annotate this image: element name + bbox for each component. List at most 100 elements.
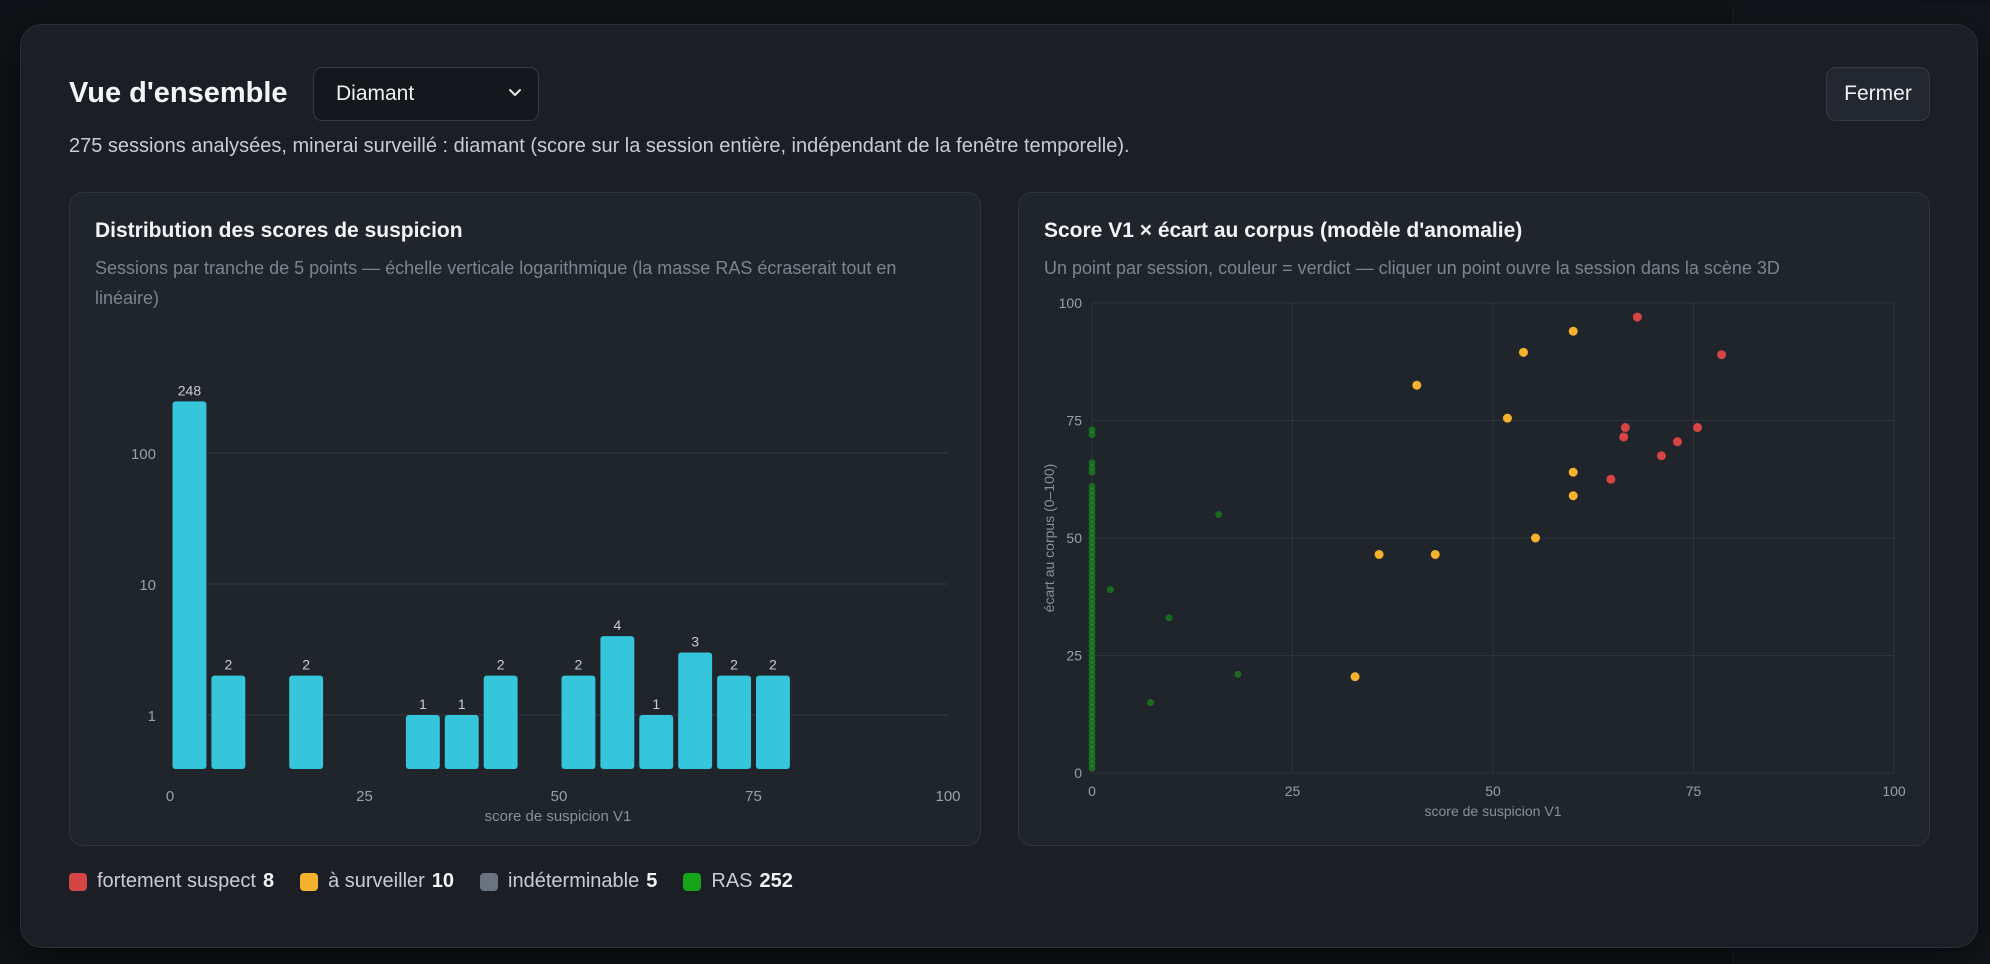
x-tick-label: 50 [551, 788, 568, 805]
scatter-point[interactable] [1374, 549, 1384, 559]
bar-value-label: 2 [497, 657, 505, 673]
histogram-title: Distribution des scores de suspicion [95, 219, 463, 242]
scatter-point[interactable] [1656, 451, 1666, 461]
legend-count: 8 [262, 870, 275, 892]
legend-count: 252 [759, 870, 793, 892]
scatter-point[interactable] [1620, 423, 1630, 433]
legend-swatch [69, 872, 87, 891]
x-tick-label: 75 [1686, 783, 1702, 799]
scatter-point[interactable] [1568, 491, 1578, 501]
close-button[interactable]: Fermer [1826, 67, 1930, 121]
histogram-bar[interactable] [678, 652, 713, 769]
bar-value-label: 2 [769, 657, 777, 673]
bar-value-label: 2 [730, 657, 738, 673]
histogram-bar[interactable] [717, 675, 751, 769]
legend-item: fortement suspect 8 [69, 870, 274, 893]
y-axis-label: écart au corpus (0–100) [1041, 464, 1057, 613]
histogram-bar[interactable] [600, 636, 635, 769]
legend-swatch [300, 872, 319, 891]
bar-value-label: 2 [302, 657, 310, 673]
histogram-bar[interactable] [211, 675, 246, 769]
y-tick-label: 50 [1066, 530, 1082, 546]
y-tick-label: 0 [1074, 765, 1082, 781]
bar-value-label: 1 [458, 696, 466, 712]
x-tick-label: 0 [166, 788, 174, 805]
legend-label: fortement suspect [97, 870, 256, 892]
scatter-point[interactable] [1350, 672, 1360, 682]
x-tick-label: 100 [935, 788, 960, 805]
x-axis-label: score de suspicion V1 [485, 808, 632, 825]
chevron-down-icon [509, 89, 521, 96]
histogram-bar[interactable] [483, 675, 518, 769]
scatter-point[interactable] [1147, 699, 1155, 706]
scatter-point[interactable] [1215, 511, 1223, 518]
scatter-point[interactable] [1088, 764, 1096, 772]
overview-modal: Vue d'ensemble Diamant Fermer 275 sessio… [20, 24, 1978, 948]
verdict-legend: fortement suspect 8 à surveiller 10 indéterm… [69, 870, 819, 893]
histogram-bar[interactable] [639, 715, 674, 769]
bar-value-label: 1 [652, 696, 660, 712]
legend-label: RAS [711, 870, 753, 892]
x-axis-label: score de suspicion V1 [1425, 803, 1562, 819]
bar-value-label: 3 [691, 633, 699, 649]
scatter-point[interactable] [1632, 312, 1642, 322]
scatter-point[interactable] [1717, 350, 1727, 360]
modal-summary: 275 sessions analysées, minerai surveill… [69, 135, 1130, 157]
y-tick-label: 100 [131, 446, 156, 463]
scatter-point[interactable] [1502, 413, 1512, 423]
histogram-description: Sessions par tranche de 5 points — échel… [95, 258, 897, 308]
bar-value-label: 2 [224, 657, 232, 673]
y-tick-label: 10 [139, 577, 156, 594]
y-tick-label: 25 [1066, 648, 1082, 664]
histogram-bar[interactable] [561, 675, 596, 769]
bar-value-label: 248 [178, 382, 202, 398]
legend-label: à surveiller [328, 870, 425, 892]
x-tick-label: 0 [1088, 783, 1096, 799]
ore-select-value: Diamant [336, 82, 415, 105]
x-tick-label: 50 [1485, 783, 1501, 799]
scatter-point[interactable] [1672, 437, 1682, 447]
y-tick-label: 1 [148, 708, 156, 725]
modal-title: Vue d'ensemble [69, 77, 288, 109]
histogram-bar[interactable] [289, 675, 324, 769]
scatter-point[interactable] [1531, 533, 1541, 543]
scatter-point[interactable] [1619, 432, 1629, 442]
scatter-description: Un point par session, couleur = verdict … [1044, 258, 1780, 278]
scatter-point[interactable] [1606, 474, 1616, 484]
bar-value-label: 4 [613, 617, 621, 633]
scatter-point[interactable] [1693, 423, 1703, 433]
histogram-bar[interactable] [405, 715, 440, 769]
legend-swatch [683, 872, 702, 891]
scatter-point[interactable] [1165, 614, 1173, 622]
scatter-point[interactable] [1234, 670, 1242, 678]
scatter-point[interactable] [1412, 380, 1422, 390]
histogram-chart: 1 10 100 248 2 2 1 1 2 2 4 1 3 2 2 0 25 50 75 100 score de s… [131, 382, 961, 825]
scatter-title: Score V1 × écart au corpus (modèle d'ano… [1044, 219, 1523, 242]
x-tick-label: 100 [1882, 783, 1906, 799]
legend-count: 5 [646, 870, 658, 892]
bar-value-label: 1 [419, 696, 427, 712]
ore-select[interactable]: Diamant [313, 67, 539, 121]
legend-count: 10 [431, 870, 455, 892]
scatter-point[interactable] [1088, 431, 1096, 439]
legend-item: RAS 252 [683, 870, 793, 893]
histogram-card: Distribution des scores de suspicion Ses… [69, 192, 981, 846]
bar-value-label: 2 [575, 657, 583, 673]
histogram-bar[interactable] [172, 401, 207, 769]
histogram-bar[interactable] [444, 715, 479, 769]
legend-item: à surveiller 10 [300, 870, 454, 893]
histogram-bar[interactable] [756, 675, 790, 769]
legend-label: indéterminable [508, 870, 640, 892]
scatter-chart: 0 25 50 75 100 0 25 50 75 100 score de suspicion V… [1041, 295, 1906, 819]
scatter-point[interactable] [1568, 467, 1578, 477]
scatter-point[interactable] [1518, 347, 1528, 357]
legend-swatch [480, 872, 499, 891]
scatter-point[interactable] [1430, 549, 1440, 559]
scatter-point[interactable] [1106, 586, 1114, 594]
scatter-point[interactable] [1088, 468, 1096, 476]
scatter-point[interactable] [1568, 326, 1578, 336]
legend-item: indéterminable 5 [480, 870, 657, 893]
y-tick-label: 75 [1066, 413, 1082, 429]
scatter-card: Score V1 × écart au corpus (modèle d'ano… [1018, 192, 1930, 846]
x-tick-label: 25 [1285, 783, 1301, 799]
